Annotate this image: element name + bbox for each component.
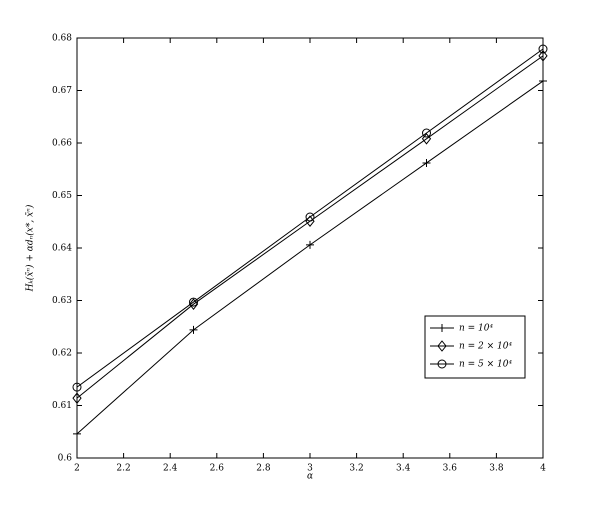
y-tick-label: 0.65 [52, 191, 72, 201]
legend-label: n = 10⁴ [459, 324, 494, 334]
marker-plus [306, 240, 314, 249]
marker-plus [73, 429, 81, 438]
marker-diamond [421, 132, 432, 145]
y-tick-label: 0.68 [52, 34, 72, 44]
marker-diamond [72, 392, 82, 404]
y-tick-label: 0.64 [52, 244, 72, 254]
marker-plus [539, 77, 547, 86]
x-tick-label: 2 [74, 464, 80, 474]
y-axis-label: Hₖ(x̄ⁿ) + αdₙ(x*, x̄ⁿ) [25, 204, 36, 292]
x-tick-label: 2.8 [256, 464, 271, 474]
x-tick-label: 2.2 [116, 464, 130, 474]
y-tick-label: 0.6 [58, 454, 73, 464]
x-tick-label: 3.4 [396, 464, 411, 474]
x-tick-label: 2.4 [163, 464, 178, 474]
x-tick-label: 3.8 [489, 464, 504, 474]
marker-circle [422, 128, 431, 138]
x-axis-label: α [307, 472, 313, 482]
series-line [76, 48, 544, 388]
x-tick-label: 3.2 [349, 464, 363, 474]
marker-diamond [188, 298, 199, 310]
series-line [76, 80, 544, 435]
legend-label: n = 5 × 10⁴ [459, 360, 513, 370]
legend-marker [437, 340, 447, 352]
x-tick-label: 2.6 [210, 464, 225, 474]
y-tick-label: 0.61 [52, 401, 72, 411]
y-tick-label: 0.63 [52, 296, 72, 306]
legend-marker [437, 359, 447, 369]
marker-plus [189, 325, 198, 334]
x-tick-label: 3 [307, 464, 313, 474]
marker-circle [72, 382, 82, 392]
marker-circle [305, 212, 315, 222]
legend-marker [438, 324, 446, 332]
marker-circle [538, 44, 548, 54]
x-tick-label: 3.6 [443, 464, 458, 474]
y-tick-label: 0.66 [52, 139, 72, 149]
marker-diamond [538, 50, 548, 62]
legend-label: n = 2 × 10⁴ [459, 342, 513, 352]
marker-plus [422, 158, 431, 167]
y-tick-label: 0.67 [52, 86, 72, 96]
x-tick-label: 4 [540, 464, 546, 474]
y-tick-label: 0.62 [52, 349, 72, 359]
marker-circle [189, 297, 198, 307]
